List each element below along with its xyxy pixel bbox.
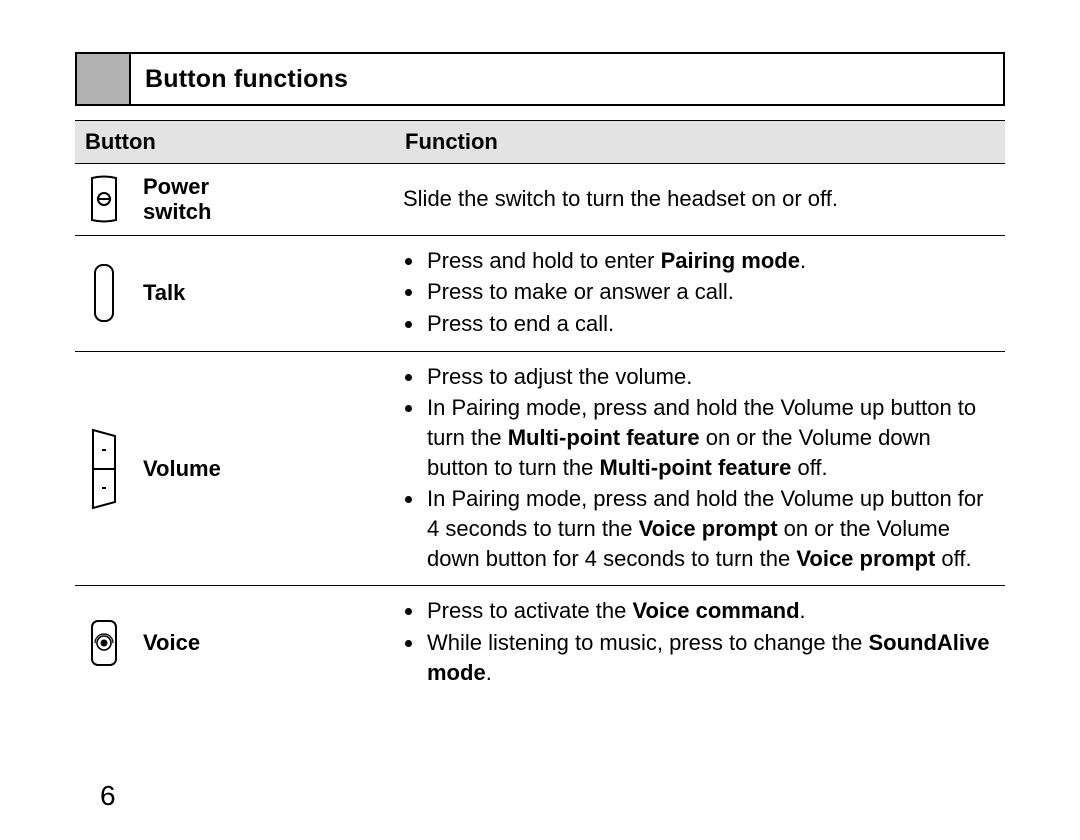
table-row-voice: Voice Press to activate the Voice comman… (75, 586, 1005, 700)
button-functions-table: Button Function Power switch (75, 120, 1005, 700)
page-number: 6 (100, 780, 116, 812)
talk-label: Talk (143, 280, 185, 305)
section-heading: Button functions (75, 52, 1005, 106)
power-function: Slide the switch to turn the headset on … (395, 164, 1005, 236)
power-label: Power switch (143, 174, 211, 225)
volume-button-icon (83, 426, 125, 512)
voice-function: Press to activate the Voice command. Whi… (395, 586, 1005, 700)
voice-label: Voice (143, 630, 200, 655)
voice-button-icon (83, 618, 125, 668)
volume-function: Press to adjust the volume. In Pairing m… (395, 351, 1005, 586)
table-row-talk: Talk Press and hold to enter Pairing mod… (75, 235, 1005, 351)
table-row-power: Power switch Slide the switch to turn th… (75, 164, 1005, 236)
talk-function: Press and hold to enter Pairing mode. Pr… (395, 235, 1005, 351)
talk-button-icon (83, 263, 125, 323)
col-header-function: Function (395, 121, 1005, 164)
table-row-volume: Volume Press to adjust the volume. In Pa… (75, 351, 1005, 586)
power-switch-icon (83, 175, 125, 223)
col-header-button: Button (75, 121, 395, 164)
section-title: Button functions (131, 54, 348, 104)
volume-label: Volume (143, 456, 221, 481)
heading-tab (77, 54, 131, 104)
